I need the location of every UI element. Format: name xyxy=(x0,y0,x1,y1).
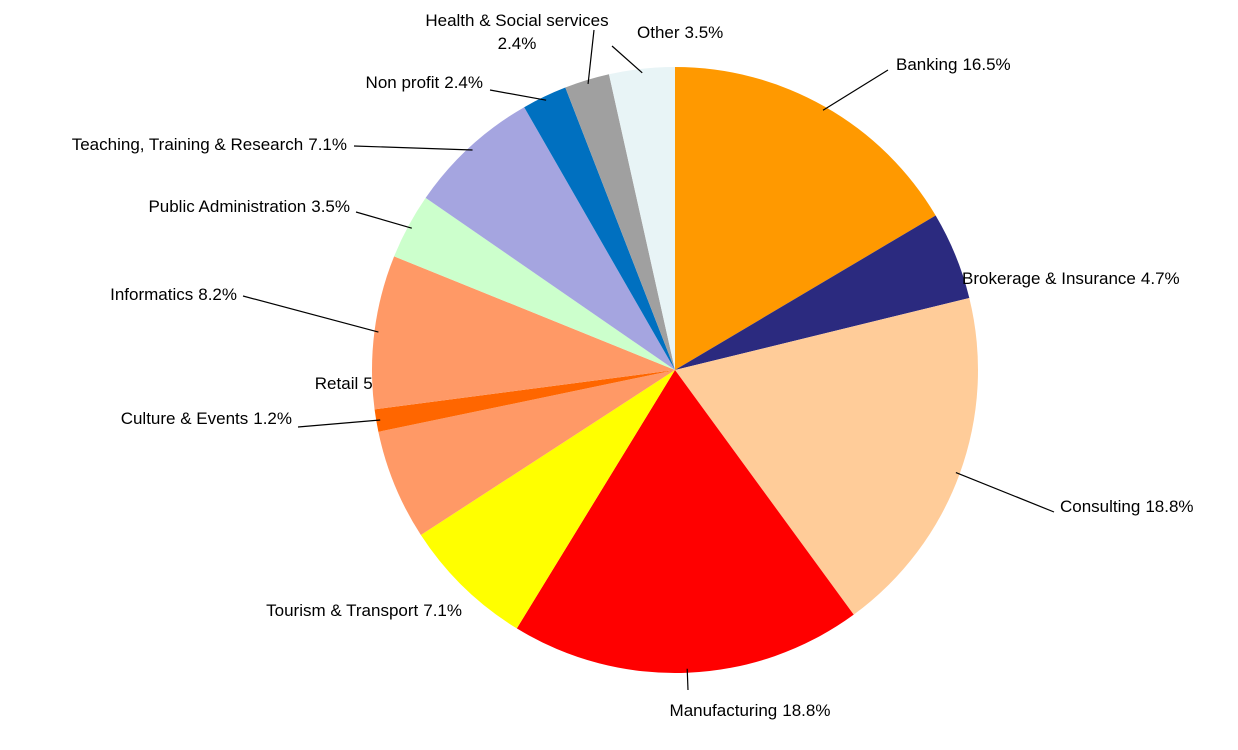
leader-line xyxy=(955,471,1055,513)
leader-line xyxy=(489,89,547,101)
slice-label: Other 3.5% xyxy=(637,23,723,42)
leader-line xyxy=(686,668,689,691)
pie-slice xyxy=(378,370,675,536)
pie-slice xyxy=(524,87,675,371)
category-label: Teaching, Training & Research xyxy=(72,135,304,154)
slice-label: Health & Social services 2.4% xyxy=(425,11,608,53)
category-label: Health & Social services xyxy=(425,11,608,30)
pie-slice xyxy=(608,67,675,370)
slice-label: Manufacturing 18.8% xyxy=(670,701,831,720)
category-label: Retail xyxy=(315,374,358,393)
pie-slice xyxy=(372,256,675,410)
value-label: 2.4% xyxy=(444,73,483,92)
leader-line xyxy=(822,69,889,111)
value-label: 3.5% xyxy=(311,197,350,216)
category-label: Banking xyxy=(896,55,957,74)
leader-line xyxy=(355,211,412,229)
pie-slice xyxy=(516,370,854,674)
value-label: 3.5% xyxy=(685,23,724,42)
pie-slice xyxy=(675,215,970,370)
pie-slice xyxy=(425,107,675,370)
slice-label: Culture & Events 1.2% xyxy=(121,409,292,428)
category-label: Consulting xyxy=(1060,497,1140,516)
category-label: Non profit xyxy=(366,73,440,92)
leader-line xyxy=(297,419,381,428)
value-label: 7.1% xyxy=(308,135,347,154)
value-label: 4.7% xyxy=(1141,269,1180,288)
value-label: 18.8% xyxy=(1145,497,1193,516)
value-label: 18.8% xyxy=(782,701,830,720)
leader-line xyxy=(611,45,643,74)
pie-slice xyxy=(675,297,978,615)
value-label: 1.2% xyxy=(253,409,292,428)
pie-slice xyxy=(565,74,675,370)
category-label: Informatics xyxy=(110,285,193,304)
pie-slice xyxy=(675,67,936,370)
leader-line xyxy=(353,145,473,151)
pie-slice xyxy=(394,197,675,370)
value-label: 7.1% xyxy=(423,601,462,620)
category-label: Manufacturing xyxy=(670,701,778,720)
slice-label: Non profit 2.4% xyxy=(366,73,483,92)
category-label: Culture & Events xyxy=(121,409,249,428)
slice-label: Teaching, Training & Research 7.1% xyxy=(72,135,347,154)
value-label: 2.4% xyxy=(498,34,537,53)
leader-line xyxy=(587,29,595,84)
slice-label: Public Administration 3.5% xyxy=(148,197,350,216)
value-label: 8.2% xyxy=(198,285,237,304)
category-label: Tourism & Transport xyxy=(266,601,418,620)
value-label: 16.5% xyxy=(962,55,1010,74)
slice-label: Tourism & Transport 7.1% xyxy=(266,601,462,620)
pie-slice xyxy=(420,370,675,629)
leader-line xyxy=(242,295,379,333)
slice-label: Informatics 8.2% xyxy=(110,285,237,304)
category-label: Other xyxy=(637,23,680,42)
slice-label: Banking 16.5% xyxy=(896,55,1011,74)
category-label: Public Administration xyxy=(148,197,306,216)
slice-label: Brokerage & Insurance 4.7% xyxy=(962,269,1180,288)
pie-slice xyxy=(374,370,675,432)
slice-label: Consulting 18.8% xyxy=(1060,497,1194,516)
category-label: Brokerage & Insurance xyxy=(962,269,1136,288)
